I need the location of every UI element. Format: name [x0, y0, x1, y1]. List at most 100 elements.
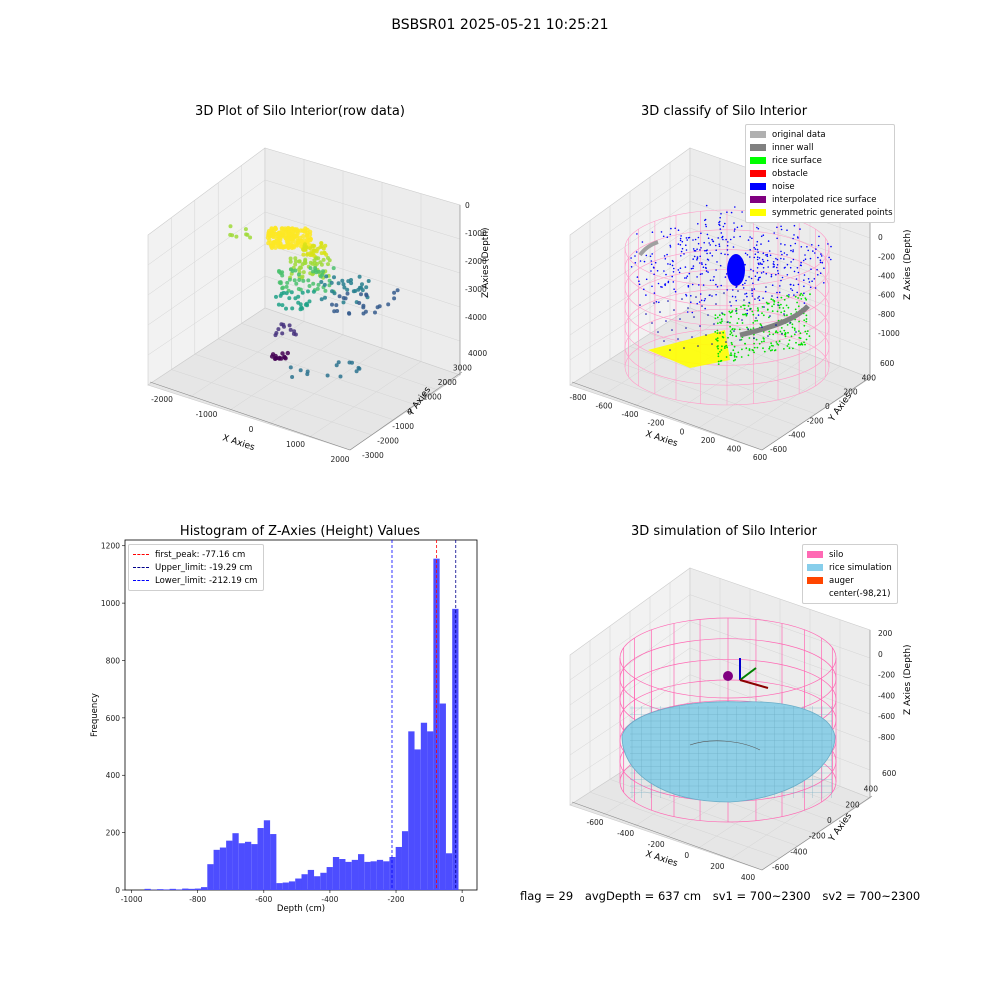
noise-point: [701, 305, 703, 307]
raw-scatter-point: [276, 327, 281, 332]
raw-scatter-point: [271, 243, 276, 249]
noise-point: [754, 253, 757, 255]
noise-point: [704, 307, 706, 310]
simulation-x-tick-label: 200: [710, 862, 725, 871]
noise-point: [674, 227, 676, 230]
rice-surface-point: [776, 331, 779, 334]
raw-scatter-point: [311, 281, 316, 286]
auger-center-marker: [723, 671, 733, 681]
simulation-x-label: X Axies: [644, 849, 679, 869]
noise-point: [730, 305, 732, 307]
classify-legend-label: interpolated rice surface: [772, 194, 877, 205]
raw-scatter-point: [290, 306, 295, 311]
raw-scatter-point: [273, 225, 278, 231]
rice-surface-point: [735, 312, 738, 315]
histogram-legend-entry: Upper_limit: -19.29 cm: [133, 561, 259, 574]
histogram-bar: [420, 722, 428, 890]
grid-line: [147, 275, 266, 356]
histogram-bar: [408, 731, 415, 890]
rice-surface-point: [729, 330, 732, 333]
noise-point: [650, 263, 653, 266]
rice-surface-point: [720, 349, 723, 351]
noise-point: [747, 239, 750, 241]
rice-surface-point: [794, 308, 797, 311]
noise-point: [788, 294, 790, 296]
histogram-bar: [219, 847, 227, 890]
noise-point: [783, 252, 786, 254]
noise-point: [696, 257, 699, 260]
noise-point: [720, 232, 723, 234]
rice-surface-point: [735, 335, 738, 338]
noise-point: [713, 323, 715, 325]
rice-surface-point: [804, 343, 806, 346]
rice-surface-point: [741, 322, 744, 324]
noise-point: [726, 249, 729, 251]
rice-surface-point: [787, 343, 790, 345]
raw-scatter-point: [319, 297, 324, 302]
raw-scatter-point: [298, 368, 303, 373]
rice-surface-ridge: [689, 740, 761, 751]
simulation-x-tick-label: -200: [648, 840, 665, 849]
noise-point: [634, 255, 636, 257]
raw-x-tick-label: 0: [249, 425, 254, 434]
histogram-y-tick-label: 1200: [101, 542, 120, 551]
rice-surface-point: [740, 356, 743, 358]
classify-z-tick-label: -600: [878, 291, 895, 300]
raw-z-tick-label: -4000: [465, 313, 487, 322]
noise-point: [636, 276, 639, 278]
noise-point: [778, 291, 781, 294]
noise-point: [664, 258, 667, 260]
histogram-y-tick-label: 0: [115, 886, 120, 895]
auger-x-arrow: [739, 679, 769, 689]
noise-point: [742, 287, 745, 289]
classify-legend-label: rice surface: [772, 155, 822, 166]
noise-point: [662, 235, 665, 238]
noise-point: [777, 272, 780, 275]
histogram-bar: [244, 841, 252, 890]
noise-point: [830, 258, 832, 261]
raw-scatter-point: [345, 291, 350, 296]
rice-surface-point: [777, 344, 780, 346]
rice-surface-point: [758, 342, 761, 345]
rice-surface-point: [756, 319, 758, 322]
raw-scatter-point: [303, 242, 307, 247]
noise-point: [706, 252, 708, 255]
noise-point: [653, 292, 656, 294]
simulation-y-tick-label: 400: [864, 785, 879, 794]
raw-scatter-point: [305, 372, 310, 377]
rice-surface-point: [754, 320, 756, 322]
legend-swatch-icon: [807, 577, 823, 584]
simulation-x-tick-label: 0: [684, 851, 689, 860]
noise-point: [707, 237, 710, 239]
rice-surface-point: [747, 354, 750, 357]
raw-x-tick-label: -2000: [151, 395, 173, 404]
legend-dashed-line-icon: [133, 580, 149, 581]
raw-y-axis-line: [349, 371, 463, 451]
noise-point: [756, 226, 758, 229]
rice-surface-point: [800, 298, 803, 300]
rice-surface-point: [742, 304, 745, 307]
noise-point: [744, 282, 746, 285]
rice-surface-point: [784, 333, 787, 336]
simulation-y-tick-label: -600: [772, 863, 789, 872]
rice-surface-point: [717, 347, 719, 350]
raw-scatter-point: [293, 262, 298, 267]
rice-surface-point: [743, 313, 745, 316]
noise-point: [663, 270, 665, 272]
noise-point: [702, 284, 705, 286]
noise-point: [766, 259, 769, 262]
noise-point: [753, 246, 755, 249]
histogram-bar: [332, 857, 340, 890]
raw-scatter-point: [276, 302, 281, 307]
rice-surface-point: [786, 294, 788, 297]
noise-point: [735, 310, 737, 312]
histogram-bar: [358, 854, 365, 890]
raw-scatter-point: [245, 232, 250, 237]
grid-line: [194, 353, 395, 421]
classify-x-tick-label: -800: [569, 393, 586, 402]
noise-point: [704, 263, 707, 266]
raw-scatter-point: [321, 269, 325, 274]
rice-surface-point: [717, 360, 720, 363]
noise-point: [671, 275, 673, 278]
noise-point: [703, 241, 705, 244]
